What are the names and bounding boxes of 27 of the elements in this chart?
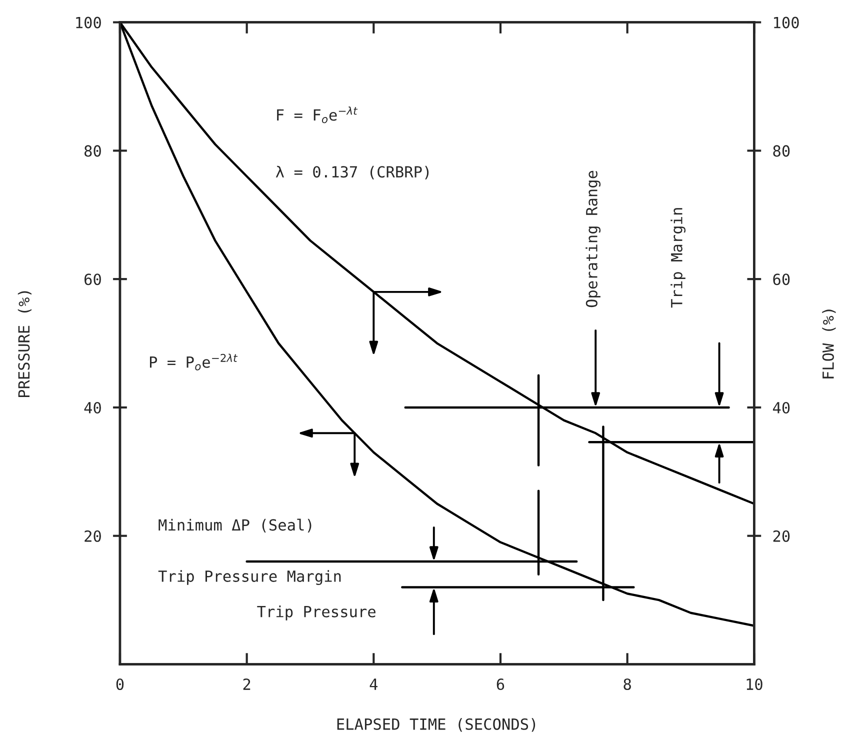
x-tick-label: 8 <box>624 678 631 690</box>
x-tick-label: 4 <box>370 678 378 690</box>
y-tick-label: 40 <box>84 402 101 414</box>
annotation: λ = 0.137 (CRBRP) <box>276 166 429 180</box>
x-tick-label: 0 <box>116 678 124 690</box>
annotation: Trip Pressure Margin <box>158 570 341 586</box>
annotation: Trip Pressure <box>257 606 376 620</box>
x-tick-label: 6 <box>496 678 504 690</box>
y2-tick-label: 80 <box>773 145 790 157</box>
y-tick-label: 60 <box>84 274 101 286</box>
y2-axis-title: FLOW (%) <box>822 310 836 378</box>
y2-tick-label: 60 <box>773 274 790 286</box>
y-tick-label: 100 <box>76 16 101 28</box>
annotation: Minimum ΔP (Seal) <box>158 518 312 532</box>
y-tick-label: 20 <box>84 530 101 542</box>
y-axis-title: PRESSURE (%) <box>18 291 32 397</box>
x-axis-title: ELAPSED TIME (SECONDS) <box>337 718 536 732</box>
annotation: F = F$_{o}$e$^{−λt}$ <box>277 106 358 124</box>
annotation: Trip Margin <box>670 208 686 308</box>
x-tick-label: 10 <box>746 678 762 690</box>
y2-tick-label: 100 <box>774 16 799 28</box>
annotation: P = P$_{o}$e$^{−2λt}$ <box>150 354 238 370</box>
y2-tick-label: 20 <box>773 530 790 542</box>
x-tick-label: 2 <box>243 678 250 690</box>
y-tick-label: 80 <box>84 145 101 157</box>
annotation: Operating Range <box>586 170 601 308</box>
y2-tick-label: 40 <box>772 402 790 414</box>
